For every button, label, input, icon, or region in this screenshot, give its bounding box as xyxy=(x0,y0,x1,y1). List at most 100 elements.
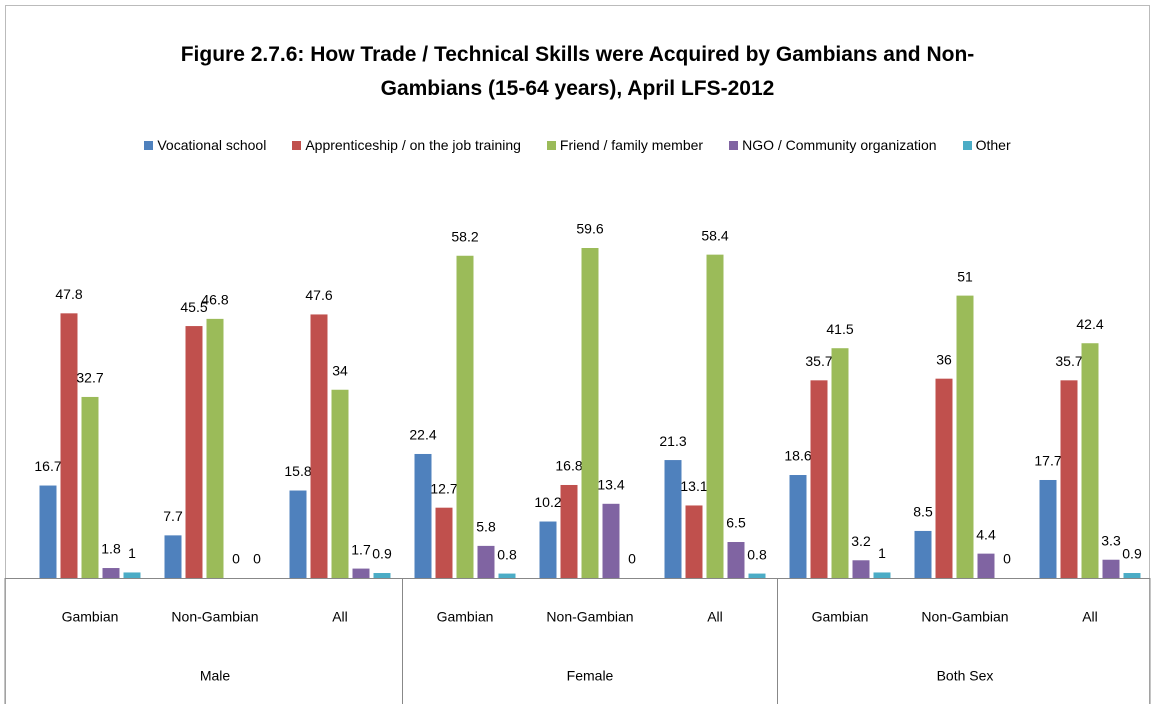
data-label: 8.5 xyxy=(913,504,933,520)
data-label: 1.8 xyxy=(101,541,121,557)
x-tick-label: Non-Gambian xyxy=(921,609,1008,625)
data-label: 22.4 xyxy=(409,427,436,443)
data-label: 21.3 xyxy=(659,433,686,449)
bar xyxy=(39,485,57,578)
data-label: 42.4 xyxy=(1076,316,1103,332)
data-label: 35.7 xyxy=(1055,353,1082,369)
bar xyxy=(977,553,995,578)
legend-swatch xyxy=(144,140,154,150)
bar xyxy=(352,568,370,578)
data-label: 16.8 xyxy=(555,458,582,474)
bar xyxy=(81,396,99,578)
legend-swatch xyxy=(729,140,739,150)
data-label: 58.2 xyxy=(451,228,478,244)
group-label: Female xyxy=(567,668,614,684)
data-label: 35.7 xyxy=(805,353,832,369)
data-label: 0 xyxy=(232,551,240,567)
data-label: 0.8 xyxy=(747,546,767,562)
legend-label: Apprenticeship / on the job training xyxy=(305,137,521,153)
data-label: 1 xyxy=(878,545,886,561)
chart-title: Figure 2.7.6: How Trade / Technical Skil… xyxy=(180,43,975,100)
x-tick-label: All xyxy=(1082,609,1098,625)
group-label: Male xyxy=(200,668,231,684)
bar xyxy=(956,295,974,578)
legend-label: Other xyxy=(975,137,1011,153)
group-label: Both Sex xyxy=(937,668,994,684)
bar xyxy=(914,530,932,578)
data-label: 17.7 xyxy=(1034,453,1061,469)
legend-label: Vocational school xyxy=(157,137,267,153)
x-tick-label: Gambian xyxy=(62,609,119,625)
bar xyxy=(206,318,224,578)
legend-item: NGO / Community organization xyxy=(729,137,937,153)
legend-label: NGO / Community organization xyxy=(742,137,937,153)
data-label: 5.8 xyxy=(476,519,496,535)
data-label: 47.8 xyxy=(55,286,82,302)
data-label: 16.7 xyxy=(34,458,61,474)
frame xyxy=(5,5,1150,704)
bar xyxy=(539,521,557,578)
data-label: 1.7 xyxy=(351,541,371,557)
bar xyxy=(289,490,307,578)
data-label: 3.2 xyxy=(851,533,871,549)
x-tick-label: Non-Gambian xyxy=(171,609,258,625)
data-label: 4.4 xyxy=(976,526,996,542)
data-label: 34 xyxy=(332,362,348,378)
data-label: 6.5 xyxy=(726,515,746,531)
bar xyxy=(164,535,182,578)
data-label: 15.8 xyxy=(284,463,311,479)
legend-item: Other xyxy=(962,137,1011,153)
data-label: 0 xyxy=(628,551,636,567)
x-tick-label: All xyxy=(707,609,723,625)
data-label: 3.3 xyxy=(1101,532,1121,548)
data-label: 0.9 xyxy=(1122,546,1142,562)
x-tick-label: All xyxy=(332,609,348,625)
bar xyxy=(706,254,724,579)
bar xyxy=(873,572,891,578)
bar xyxy=(935,378,953,578)
bar xyxy=(831,348,849,578)
data-label: 10.2 xyxy=(534,494,561,510)
bar xyxy=(331,389,349,578)
data-label: 13.1 xyxy=(680,478,707,494)
bar xyxy=(810,380,828,578)
data-label: 46.8 xyxy=(201,292,228,308)
legend-item: Friend / family member xyxy=(546,137,704,153)
bar xyxy=(414,453,432,578)
bar xyxy=(1123,573,1141,578)
bar xyxy=(581,248,599,578)
bar xyxy=(852,560,870,578)
bar xyxy=(560,484,578,578)
bar xyxy=(456,255,474,578)
bar xyxy=(477,545,495,578)
bar xyxy=(123,572,141,578)
bar xyxy=(1102,559,1120,578)
data-label: 51 xyxy=(957,268,973,284)
bar xyxy=(1081,343,1099,578)
legend-swatch xyxy=(962,140,972,150)
bar xyxy=(1039,479,1057,578)
x-tick-label: Gambian xyxy=(437,609,494,625)
legend-item: Apprenticeship / on the job training xyxy=(292,137,521,153)
data-label: 41.5 xyxy=(826,321,853,337)
data-label: 0 xyxy=(1003,551,1011,567)
data-label: 0.9 xyxy=(372,546,392,562)
bar xyxy=(685,505,703,578)
bar xyxy=(1060,380,1078,578)
data-label: 32.7 xyxy=(76,370,103,386)
data-label: 0.8 xyxy=(497,546,517,562)
legend: Vocational school Apprenticeship / on the… xyxy=(0,137,1155,153)
data-label: 47.6 xyxy=(305,287,332,303)
legend-item: Vocational school xyxy=(144,137,266,153)
data-label: 59.6 xyxy=(576,221,603,237)
bar xyxy=(185,326,203,578)
bar xyxy=(373,573,391,578)
data-label: 12.7 xyxy=(430,480,457,496)
data-label: 13.4 xyxy=(597,477,624,493)
x-tick-label: Gambian xyxy=(812,609,869,625)
legend-swatch xyxy=(546,140,556,150)
bar xyxy=(60,313,78,578)
legend-label: Friend / family member xyxy=(559,137,704,153)
